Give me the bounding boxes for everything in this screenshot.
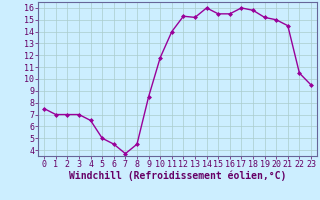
X-axis label: Windchill (Refroidissement éolien,°C): Windchill (Refroidissement éolien,°C)	[69, 171, 286, 181]
